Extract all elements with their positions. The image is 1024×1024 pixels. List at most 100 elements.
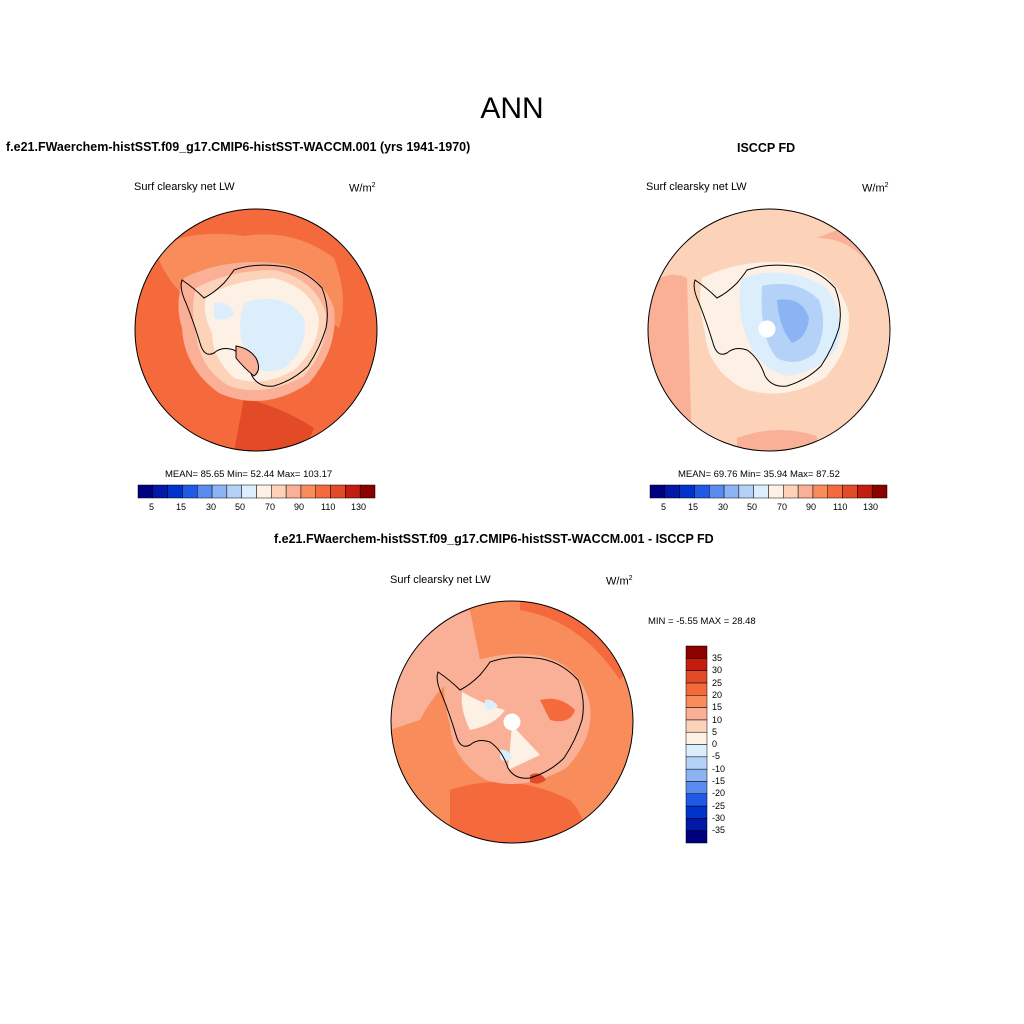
obs-stats: MEAN= 69.76 Min= 35.94 Max= 87.52	[678, 469, 840, 480]
obs-map	[647, 208, 891, 452]
colorbar-swatch	[694, 484, 710, 499]
colorbar-swatch	[256, 484, 272, 499]
model-tick: 110	[321, 502, 336, 512]
colorbar-swatch	[723, 484, 740, 499]
colorbar-swatch	[182, 484, 198, 499]
colorbar-swatch	[345, 484, 361, 499]
diff-tick: -30	[712, 813, 726, 823]
colorbar-swatch	[827, 484, 843, 499]
obs-colorbar-ticks: 5 15 30 50 70 90 110 130	[650, 502, 887, 514]
model-tick: 50	[235, 502, 246, 512]
colorbar-swatch	[197, 484, 213, 499]
diff-tick: -15	[712, 776, 726, 786]
model-map	[134, 208, 378, 452]
obs-panel-title: ISCCP FD	[737, 141, 796, 155]
colorbar-swatch	[685, 719, 708, 733]
colorbar-swatch	[679, 484, 695, 499]
colorbar-swatch	[685, 830, 708, 844]
model-panel-title: f.e21.FWaerchem-histSST.f09_g17.CMIP6-hi…	[6, 140, 471, 154]
colorbar-swatch	[797, 484, 814, 499]
colorbar-swatch	[842, 484, 858, 499]
colorbar-swatch	[685, 670, 708, 684]
model-tick: 15	[176, 502, 187, 512]
diff-tick: -5	[712, 751, 721, 761]
colorbar-swatch	[359, 484, 376, 499]
diff-tick: -10	[712, 764, 726, 774]
colorbar-swatch	[167, 484, 183, 499]
obs-tick: 5	[661, 502, 667, 512]
colorbar-swatch	[664, 484, 680, 499]
colorbar-swatch	[685, 645, 708, 659]
obs-colorbar	[649, 484, 888, 499]
model-tick: 90	[294, 502, 305, 512]
model-colorbar-ticks: 5 15 30 50 70 90 110 130	[138, 502, 375, 514]
colorbar-swatch	[685, 658, 708, 671]
diff-minmax: MIN = -5.55 MAX = 28.48	[648, 616, 756, 627]
colorbar-swatch	[315, 484, 331, 499]
obs-tick: 110	[833, 502, 848, 512]
diff-tick: 10	[712, 715, 723, 725]
colorbar-swatch	[300, 484, 316, 499]
obs-variable-label: Surf clearsky net LW	[646, 181, 747, 193]
colorbar-swatch	[649, 484, 666, 499]
diff-panel-title: f.e21.FWaerchem-histSST.f09_g17.CMIP6-hi…	[274, 532, 714, 546]
model-variable-label: Surf clearsky net LW	[134, 181, 235, 193]
obs-units-label: W/m2	[862, 182, 889, 195]
diff-tick: 15	[712, 702, 723, 712]
diff-tick: 0	[712, 739, 718, 749]
diff-tick: 30	[712, 665, 723, 675]
colorbar-swatch	[330, 484, 346, 499]
obs-tick: 130	[863, 502, 879, 512]
colorbar-swatch	[137, 484, 154, 499]
model-tick: 5	[149, 502, 155, 512]
colorbar-swatch	[685, 781, 708, 794]
colorbar-swatch	[685, 818, 708, 831]
diff-tick: 20	[712, 690, 723, 700]
colorbar-swatch	[685, 731, 708, 745]
obs-tick: 50	[747, 502, 758, 512]
model-tick: 30	[206, 502, 217, 512]
diff-colorbar-ticks: 35 30 25 20 15 10 5 0 -5 -10 -15 -20 -25…	[712, 646, 752, 843]
colorbar-swatch	[871, 484, 888, 499]
obs-tick: 30	[718, 502, 729, 512]
colorbar-swatch	[685, 793, 708, 807]
diff-colorbar	[685, 645, 708, 844]
model-units-label: W/m2	[349, 182, 376, 195]
model-tick: 70	[265, 502, 276, 512]
diff-variable-label: Surf clearsky net LW	[390, 574, 491, 586]
colorbar-swatch	[709, 484, 725, 499]
colorbar-swatch	[685, 744, 708, 758]
diff-tick: -25	[712, 801, 726, 811]
colorbar-swatch	[812, 484, 828, 499]
colorbar-swatch	[783, 484, 799, 499]
colorbar-swatch	[211, 484, 228, 499]
diff-tick: 25	[712, 678, 723, 688]
diff-units-label: W/m2	[606, 575, 633, 588]
diff-tick: 5	[712, 727, 718, 737]
colorbar-swatch	[857, 484, 873, 499]
model-colorbar	[137, 484, 376, 499]
colorbar-swatch	[753, 484, 769, 499]
model-tick: 130	[351, 502, 367, 512]
diff-tick: -20	[712, 788, 726, 798]
obs-tick: 15	[688, 502, 699, 512]
colorbar-swatch	[271, 484, 287, 499]
diff-map	[390, 600, 634, 844]
main-title: ANN	[480, 92, 544, 125]
colorbar-swatch	[226, 484, 242, 499]
model-stats: MEAN= 85.65 Min= 52.44 Max= 103.17	[165, 469, 333, 480]
colorbar-swatch	[685, 707, 708, 721]
obs-tick: 90	[806, 502, 817, 512]
diff-tick: 35	[712, 653, 723, 663]
obs-tick: 70	[777, 502, 788, 512]
colorbar-swatch	[685, 805, 708, 819]
colorbar-swatch	[285, 484, 302, 499]
colorbar-swatch	[685, 756, 708, 770]
colorbar-swatch	[685, 695, 708, 708]
diff-tick: -35	[712, 825, 726, 835]
colorbar-swatch	[685, 768, 708, 782]
colorbar-swatch	[685, 682, 708, 696]
colorbar-swatch	[738, 484, 754, 499]
colorbar-swatch	[768, 484, 784, 499]
colorbar-swatch	[241, 484, 257, 499]
